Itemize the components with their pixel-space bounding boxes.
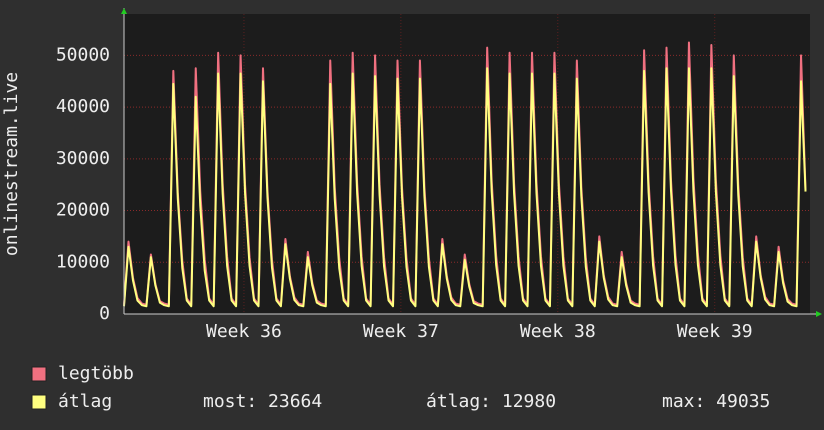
y-tick-label: 40000	[56, 96, 110, 117]
x-tick-label: Week 38	[520, 321, 596, 342]
y-arrow	[121, 8, 127, 14]
legend-label: legtöbb	[58, 363, 134, 384]
x-tick-label: Week 36	[206, 321, 282, 342]
legend: legtöbb átlag most: 23664 átlag: 12980 max: …	[31, 363, 770, 412]
y-tick-label: 10000	[56, 251, 110, 272]
x-arrow	[816, 311, 822, 317]
legend-stat: átlag: 12980	[426, 391, 556, 412]
x-tick-label: Week 39	[677, 321, 753, 342]
y-axis-label: onlinestream.live	[1, 72, 22, 256]
y-tick-label: 20000	[56, 200, 110, 221]
grid: 0 10000 20000 30000 40000 50000 Week 36 Week 37…	[56, 14, 810, 342]
lines	[123, 41, 807, 308]
legend-stat: max: 49035	[662, 391, 770, 412]
y-tick-label: 30000	[56, 148, 110, 169]
legend-swatch	[31, 394, 47, 410]
y-tick-label: 50000	[56, 44, 110, 65]
x-tick-label: Week 37	[363, 321, 439, 342]
series-line	[123, 67, 807, 308]
y-tick-label: 0	[99, 303, 110, 324]
legend-swatch	[31, 366, 47, 382]
legend-label: átlag	[58, 391, 112, 412]
legend-stat: most: 23664	[203, 391, 322, 412]
